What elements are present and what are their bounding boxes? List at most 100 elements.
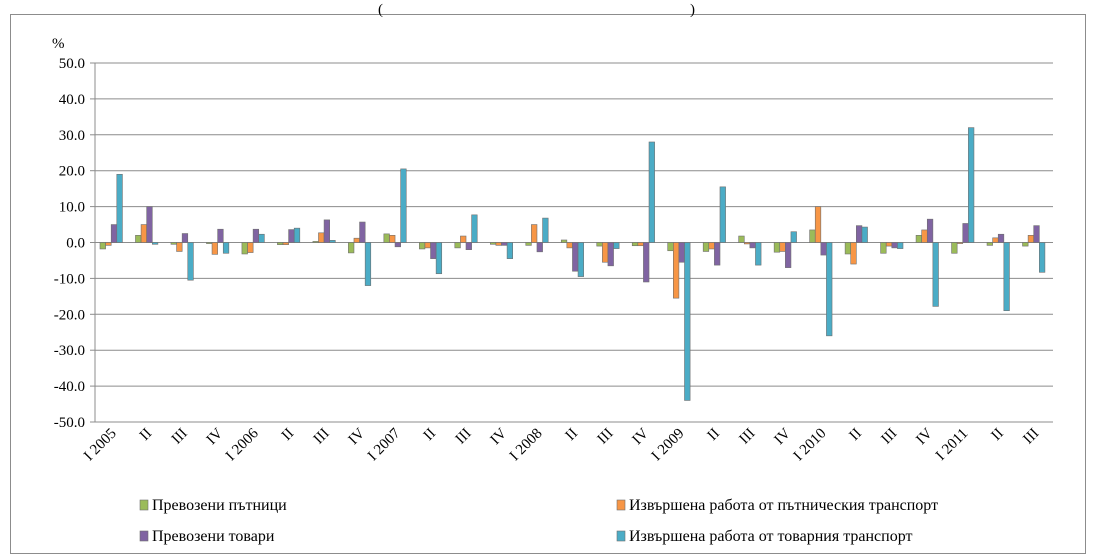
- bar: [383, 233, 390, 243]
- bar: [181, 233, 189, 243]
- bar: [956, 242, 964, 244]
- bar: [678, 242, 685, 263]
- bar: [110, 224, 118, 243]
- bar: [135, 235, 142, 243]
- x-tick-label: IV: [913, 425, 936, 448]
- x-tick-label: III: [311, 426, 333, 448]
- bar: [506, 242, 513, 259]
- title-fragment-right: ): [690, 2, 695, 18]
- bar: [684, 242, 691, 401]
- bar: [962, 223, 969, 243]
- x-tick-label: II: [279, 426, 297, 444]
- legend-swatch: [616, 530, 626, 542]
- bar: [293, 227, 301, 243]
- legend-swatch: [616, 499, 626, 511]
- bar: [673, 242, 680, 299]
- y-tick-label: -20.0: [54, 307, 85, 323]
- bar: [217, 228, 224, 243]
- bar: [602, 242, 609, 263]
- x-tick-label: IV: [204, 425, 227, 448]
- bar: [926, 218, 934, 243]
- bar: [542, 217, 549, 243]
- bar: [986, 242, 993, 246]
- y-tick-label: -30.0: [54, 343, 85, 359]
- x-tick-label: I 2006: [223, 425, 262, 464]
- bar: [577, 242, 584, 277]
- x-axis-ticks: I 2005 II III IVI 2006 II III IVI 2007 II III IVI…: [81, 425, 1042, 464]
- bar: [607, 242, 614, 267]
- bar: [790, 231, 797, 243]
- bar: [525, 242, 532, 246]
- bar: [891, 242, 898, 249]
- bar: [258, 233, 265, 243]
- bar: [419, 242, 426, 250]
- bar: [785, 242, 792, 268]
- bar: [755, 242, 762, 266]
- bar: [968, 127, 975, 243]
- bar: [394, 242, 401, 248]
- bar: [105, 242, 112, 246]
- bar: [170, 242, 177, 245]
- legend: Превозени пътници Извършена работа от път…: [139, 497, 938, 545]
- bar: [885, 242, 893, 247]
- bar: [252, 228, 260, 243]
- chart-frame: [10, 14, 1086, 554]
- x-tick-label: I 2010: [791, 426, 830, 465]
- bar: [708, 242, 715, 250]
- y-tick-label: -40.0: [54, 379, 85, 395]
- y-tick-label: -10.0: [54, 271, 85, 287]
- bar: [921, 229, 928, 243]
- bar: [99, 242, 106, 250]
- bar: [241, 242, 248, 255]
- bar: [572, 242, 579, 272]
- legend-swatch: [139, 499, 149, 511]
- x-tick-label: II: [988, 426, 1006, 444]
- bar: [116, 173, 123, 243]
- x-tick-label: IV: [630, 425, 653, 448]
- bar: [856, 225, 863, 243]
- bar: [460, 235, 467, 243]
- y-tick-label: 0.0: [66, 236, 85, 252]
- bar: [400, 168, 407, 243]
- bar: [1022, 242, 1029, 247]
- bar: [850, 242, 857, 265]
- bar: [743, 242, 751, 245]
- bar: [997, 233, 1005, 243]
- bar: [613, 242, 620, 249]
- x-tick-label: III: [1020, 426, 1042, 448]
- y-axis-ticks: 50.0 40.0 30.0 20.0 10.0 0.0 -10.0 -20.0 -30.0 -4…: [54, 56, 85, 431]
- bar: [667, 242, 674, 252]
- x-tick-label: II: [847, 426, 865, 444]
- legend-label: Превозени товари: [152, 528, 275, 545]
- bar: [596, 242, 603, 247]
- bar: [288, 229, 295, 243]
- bar: [146, 206, 153, 243]
- bar: [643, 242, 650, 283]
- x-tick-label: IV: [488, 425, 511, 448]
- y-axis-unit-label: %: [52, 36, 65, 52]
- x-tick-label: I 2008: [507, 426, 546, 465]
- x-tick-label: III: [878, 426, 900, 448]
- bar: [932, 242, 939, 307]
- legend-swatch: [139, 530, 149, 542]
- bar: [206, 242, 213, 244]
- bar: [637, 242, 644, 247]
- bar: [826, 242, 833, 337]
- bar: [495, 242, 502, 246]
- bar: [151, 242, 159, 245]
- bar: [364, 242, 372, 286]
- legend-label: Извършена работа от пътническия транспор…: [629, 497, 938, 514]
- bar: [738, 235, 745, 243]
- x-tick-label: III: [453, 426, 475, 448]
- y-tick-label: 40.0: [59, 92, 85, 108]
- bar: [536, 242, 543, 253]
- bar: [430, 242, 437, 259]
- bar: [389, 235, 396, 243]
- bar: [312, 241, 319, 243]
- bar: [465, 242, 472, 250]
- y-tick-label: -50.0: [54, 415, 85, 431]
- x-tick-label: IV: [346, 425, 369, 448]
- legend-label: Превозени пътници: [152, 497, 287, 514]
- bar: [489, 242, 497, 245]
- x-tick-label: III: [737, 426, 759, 448]
